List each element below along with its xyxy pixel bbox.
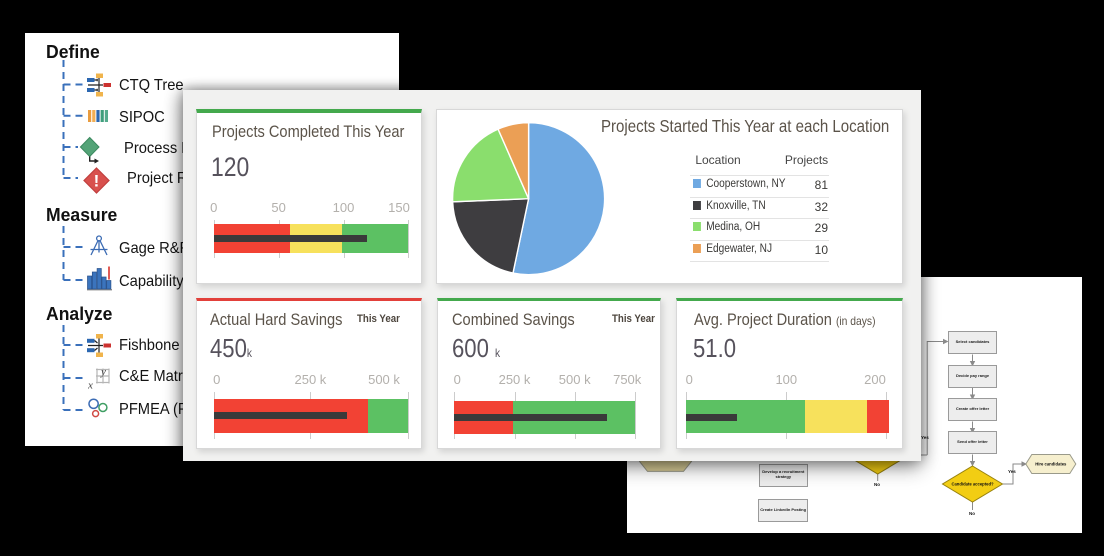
svg-text:Hire candidates: Hire candidates xyxy=(1035,462,1067,467)
svg-text:Candidate accepted?: Candidate accepted? xyxy=(951,482,994,487)
svg-text:!: ! xyxy=(94,172,100,191)
svg-text:y: y xyxy=(100,367,106,378)
svg-text:x: x xyxy=(88,380,93,391)
